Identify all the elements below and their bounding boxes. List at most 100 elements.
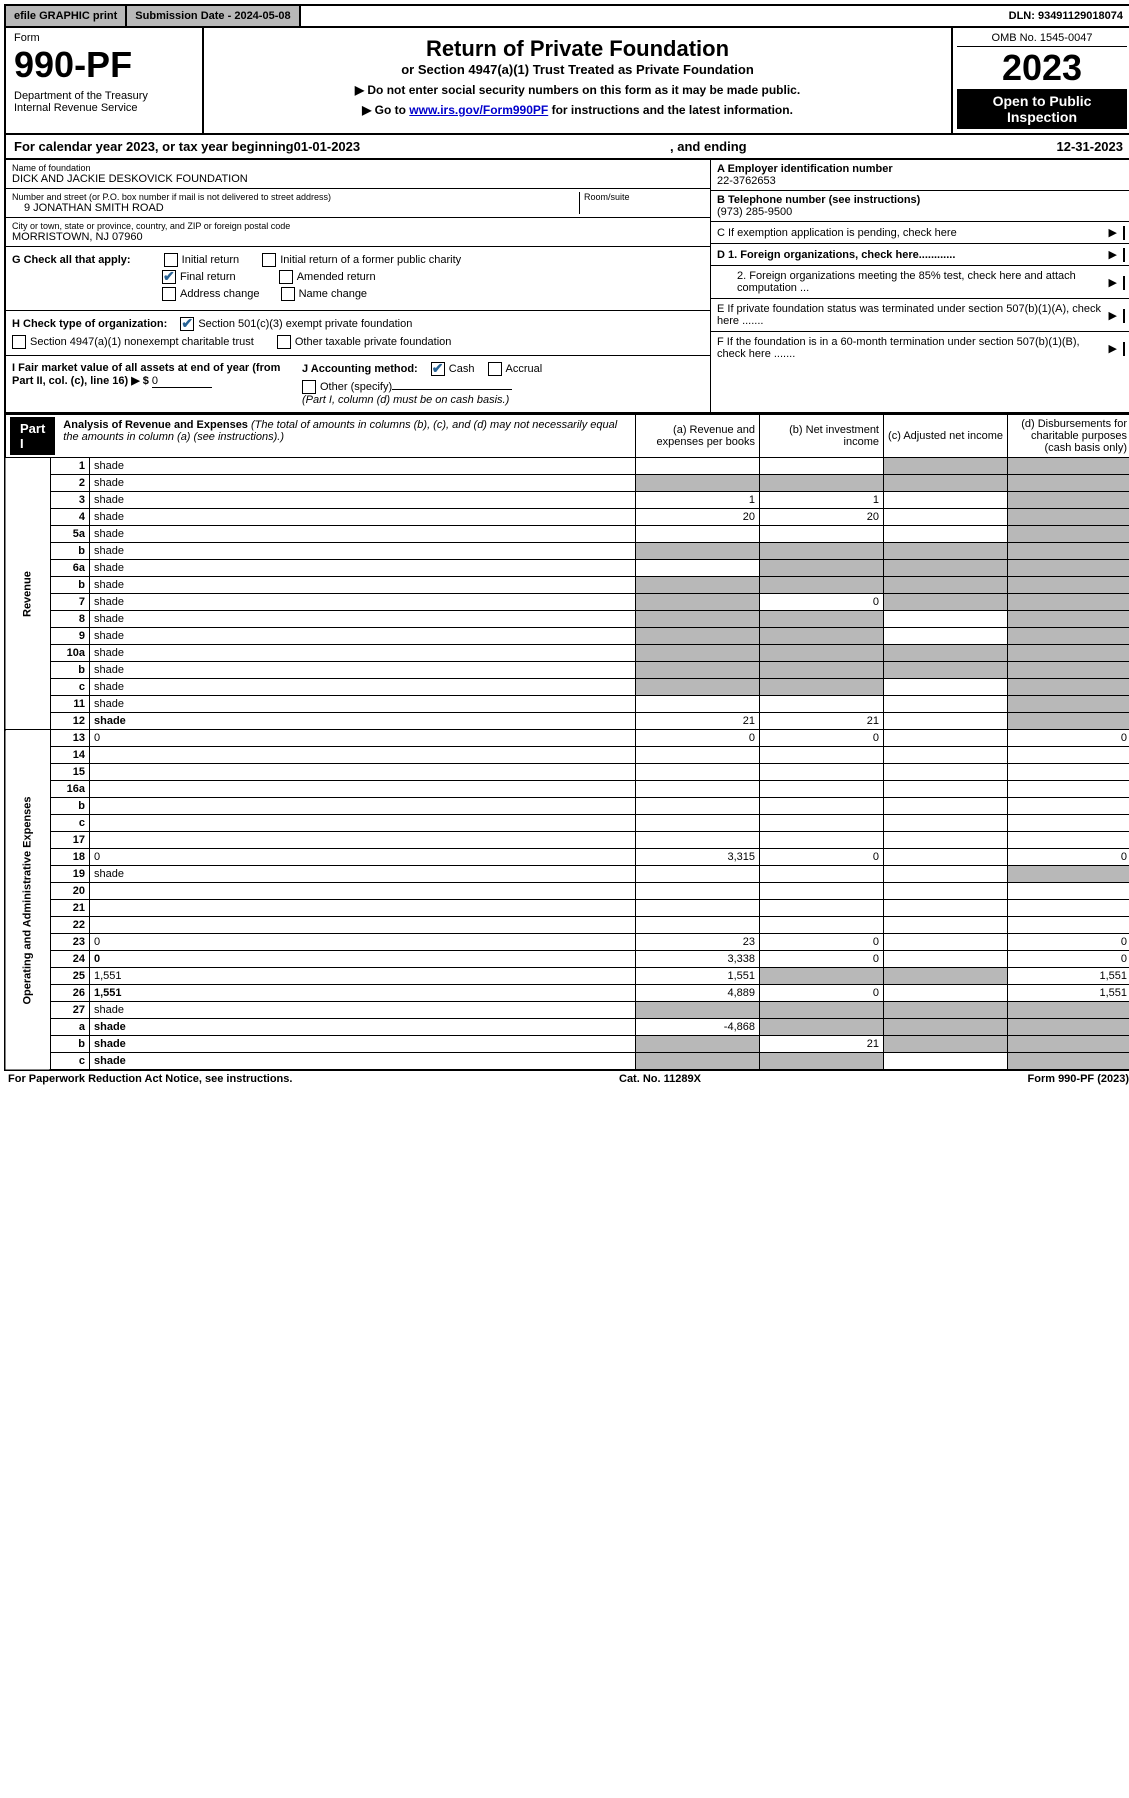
d2-checkbox[interactable] [1123, 276, 1125, 290]
table-row: 10ashade [5, 645, 1129, 662]
table-row: c [5, 815, 1129, 832]
value-cell [1008, 866, 1129, 883]
value-cell [1008, 509, 1129, 526]
value-cell [1008, 526, 1129, 543]
line-description: 0 [90, 951, 636, 968]
value-cell [636, 917, 760, 934]
initial-return-checkbox[interactable] [164, 253, 178, 267]
section-h: H Check type of organization: Section 50… [6, 311, 710, 355]
value-cell [760, 968, 884, 985]
value-cell [884, 832, 1008, 849]
value-cell [636, 747, 760, 764]
4947a1-checkbox[interactable] [12, 335, 26, 349]
name-change-checkbox[interactable] [281, 287, 295, 301]
value-cell [636, 526, 760, 543]
line-description [90, 747, 636, 764]
501c3-checkbox[interactable] [180, 317, 194, 331]
table-row: 3shade11 [5, 492, 1129, 509]
table-row: Revenue1shade [5, 458, 1129, 475]
open-public-badge: Open to Public Inspection [957, 89, 1127, 129]
value-cell [760, 679, 884, 696]
line-number: 23 [51, 934, 90, 951]
d1-checkbox[interactable] [1123, 248, 1125, 262]
table-row: bshade [5, 662, 1129, 679]
other-method-checkbox[interactable] [302, 380, 316, 394]
line-description: shade [90, 1036, 636, 1053]
value-cell [884, 985, 1008, 1002]
value-cell: 1 [636, 492, 760, 509]
value-cell [636, 781, 760, 798]
value-cell [636, 883, 760, 900]
value-cell [760, 696, 884, 713]
value-cell [884, 645, 1008, 662]
value-cell: 3,315 [636, 849, 760, 866]
value-cell [884, 900, 1008, 917]
line-number: 27 [51, 1002, 90, 1019]
initial-former-checkbox[interactable] [262, 253, 276, 267]
final-return-checkbox[interactable] [162, 270, 176, 284]
table-row: cshade [5, 679, 1129, 696]
line-description: 0 [90, 849, 636, 866]
col-a-header: (a) Revenue and expenses per books [636, 415, 760, 458]
section-e: E If private foundation status was termi… [711, 299, 1129, 332]
f-checkbox[interactable] [1123, 342, 1125, 356]
value-cell: 21 [760, 713, 884, 730]
value-cell [1008, 747, 1129, 764]
table-row: b [5, 798, 1129, 815]
value-cell [636, 475, 760, 492]
line-description: shade [90, 1002, 636, 1019]
dept-label: Department of the TreasuryInternal Reven… [14, 90, 194, 114]
accrual-checkbox[interactable] [488, 362, 502, 376]
line-description [90, 900, 636, 917]
line-description: shade [90, 526, 636, 543]
line-description [90, 815, 636, 832]
instructions-link[interactable]: www.irs.gov/Form990PF [409, 103, 548, 117]
line-description: 0 [90, 934, 636, 951]
value-cell [636, 543, 760, 560]
table-row: 22 [5, 917, 1129, 934]
value-cell [884, 951, 1008, 968]
table-row: 16a [5, 781, 1129, 798]
table-row: bshade [5, 577, 1129, 594]
line-number: b [51, 577, 90, 594]
line-number: 10a [51, 645, 90, 662]
value-cell: 21 [760, 1036, 884, 1053]
value-cell [1008, 594, 1129, 611]
value-cell: 0 [1008, 730, 1129, 747]
value-cell [760, 1053, 884, 1071]
value-cell [1008, 1002, 1129, 1019]
table-row: 17 [5, 832, 1129, 849]
value-cell: 4,889 [636, 985, 760, 1002]
value-cell [884, 713, 1008, 730]
cash-checkbox[interactable] [431, 362, 445, 376]
value-cell [1008, 764, 1129, 781]
revenue-side-label: Revenue [5, 458, 51, 730]
value-cell [1008, 611, 1129, 628]
value-cell [1008, 492, 1129, 509]
line-description: shade [90, 475, 636, 492]
value-cell [884, 1053, 1008, 1071]
form-subtitle: or Section 4947(a)(1) Trust Treated as P… [212, 62, 943, 77]
line-description: shade [90, 662, 636, 679]
value-cell [884, 475, 1008, 492]
value-cell: 0 [760, 951, 884, 968]
e-checkbox[interactable] [1123, 309, 1125, 323]
line-description: shade [90, 611, 636, 628]
value-cell [760, 475, 884, 492]
line-number: 4 [51, 509, 90, 526]
other-taxable-checkbox[interactable] [277, 335, 291, 349]
value-cell: 20 [760, 509, 884, 526]
address-change-checkbox[interactable] [162, 287, 176, 301]
line-number: 22 [51, 917, 90, 934]
section-c-checkbox[interactable] [1123, 226, 1125, 240]
line-description [90, 917, 636, 934]
col-c-header: (c) Adjusted net income [884, 415, 1008, 458]
line-number: b [51, 543, 90, 560]
value-cell [1008, 713, 1129, 730]
ein-cell: A Employer identification number 22-3762… [711, 160, 1129, 191]
table-row: bshade [5, 543, 1129, 560]
section-d2: 2. Foreign organizations meeting the 85%… [711, 266, 1129, 299]
table-row: 14 [5, 747, 1129, 764]
amended-return-checkbox[interactable] [279, 270, 293, 284]
table-row: 8shade [5, 611, 1129, 628]
